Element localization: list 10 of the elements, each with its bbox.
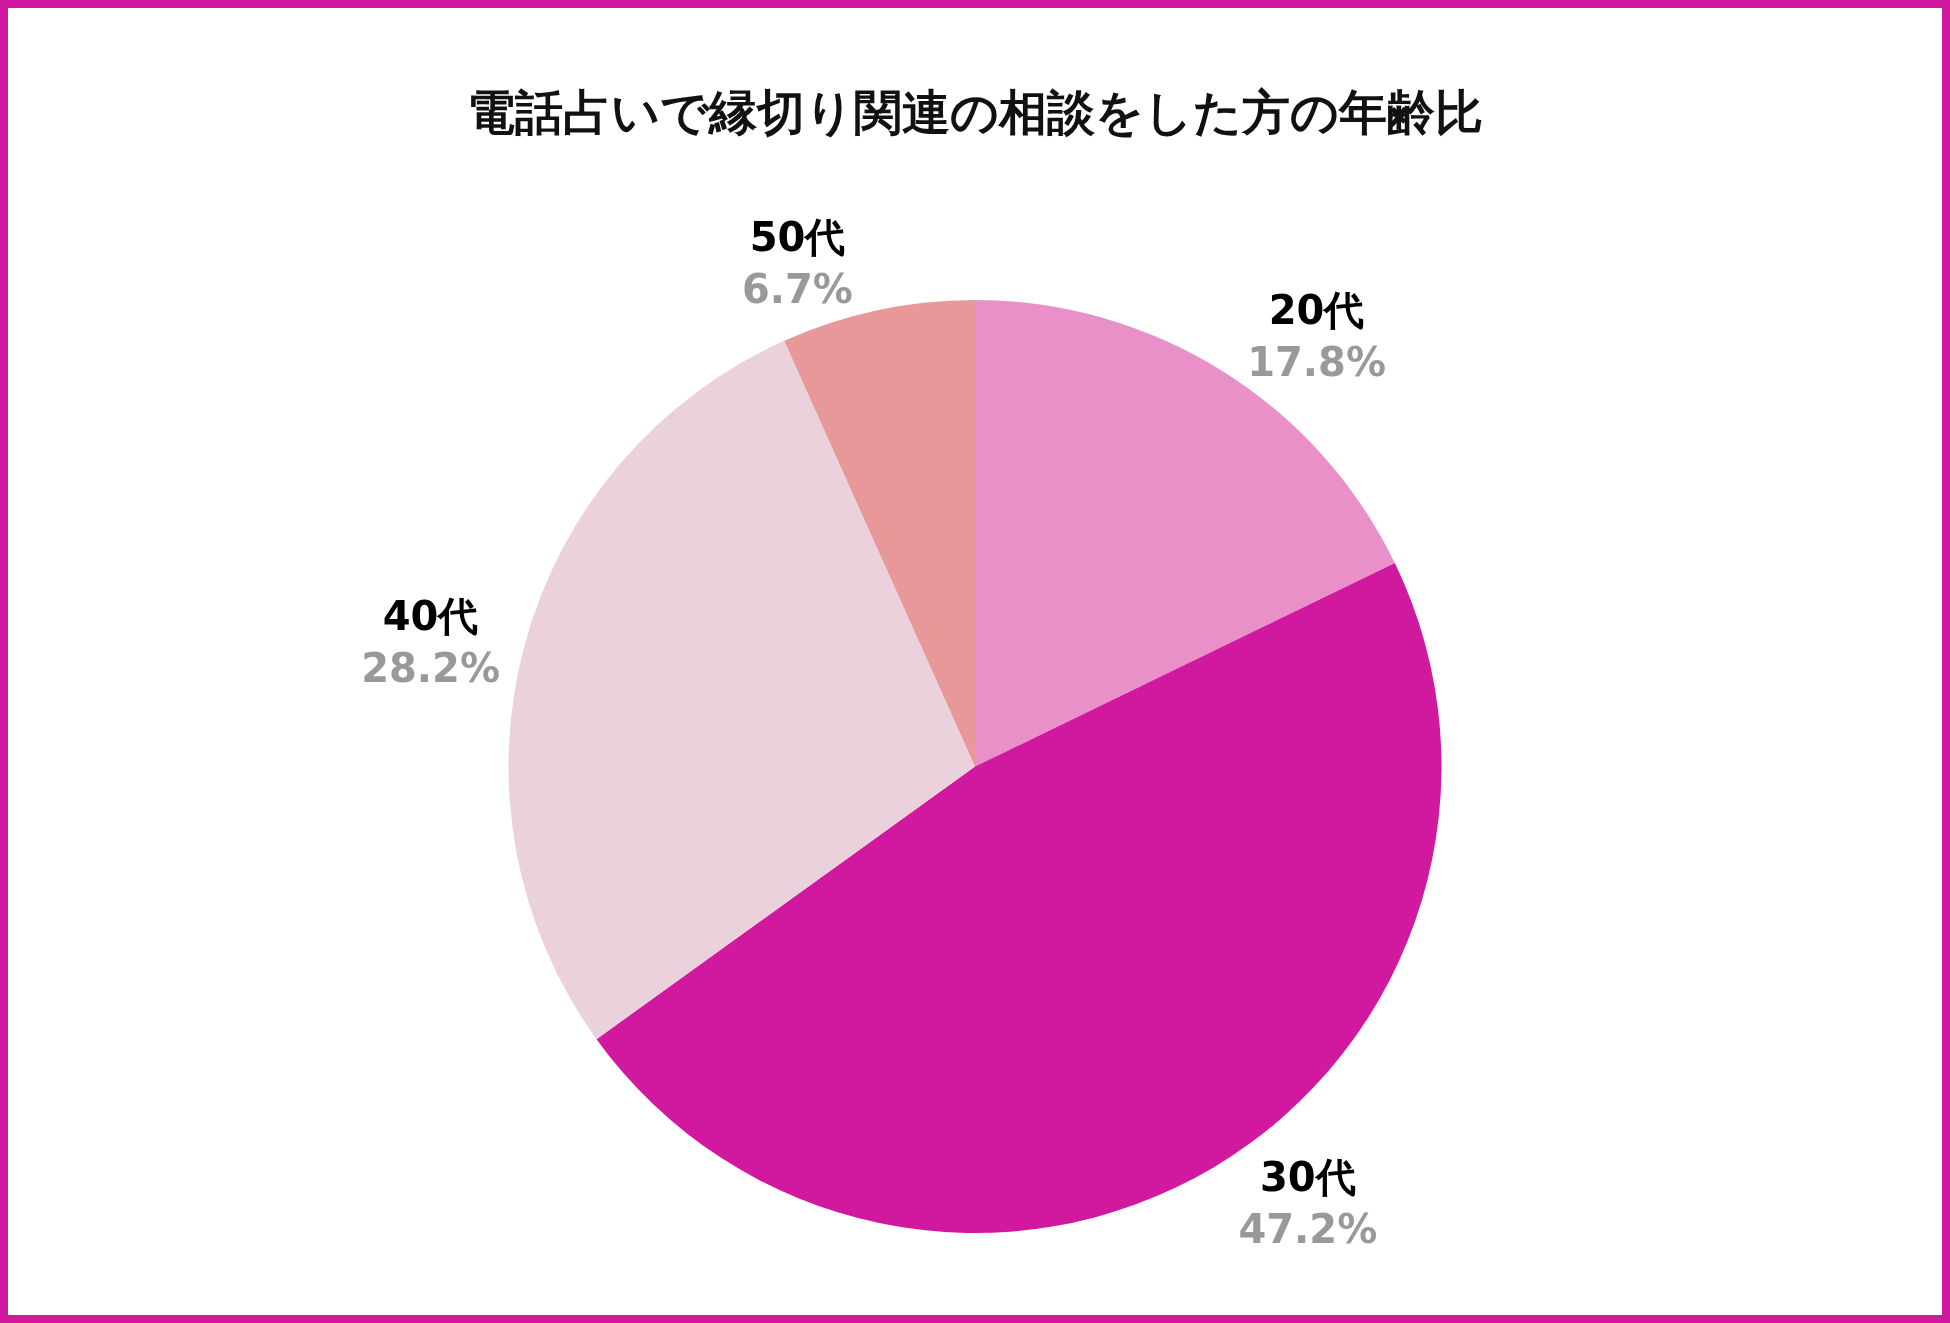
slice-label: 40代 (382, 593, 479, 640)
slice-label: 50代 (749, 214, 846, 261)
data-label: 17.8% (1247, 339, 1386, 386)
slice-label: 20代 (1268, 287, 1365, 334)
data-label: 6.7% (742, 266, 853, 313)
chart-title: 電話占いで縁切り関連の相談をした方の年齢比 (467, 84, 1483, 141)
data-label: 28.2% (361, 645, 500, 692)
slice-label: 30代 (1260, 1154, 1356, 1201)
pie-slice (508, 340, 975, 1040)
data-label: 47.2% (1238, 1206, 1378, 1253)
